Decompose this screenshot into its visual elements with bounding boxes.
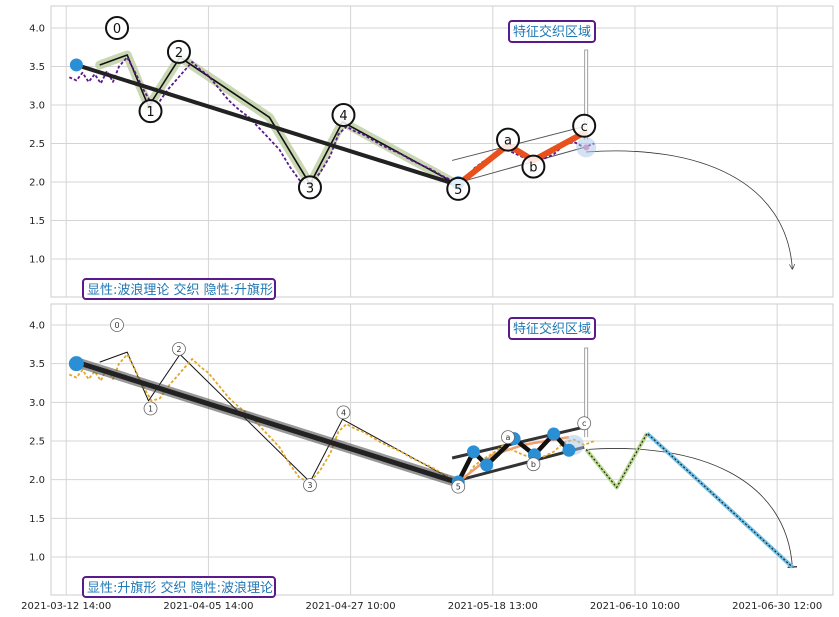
wave-label-top-5: 5	[454, 183, 462, 198]
price-series-bottom	[68, 353, 595, 483]
bottom-label-text-top: 显性:波浪理论 交织 隐性:升旗形	[87, 282, 273, 298]
wave-label-bottom-4: 4	[341, 408, 346, 417]
y-tick-label-bottom-6: 4.0	[29, 321, 45, 332]
bottom-label-bottom: 显性:升旗形 交织 隐性:波浪理论	[82, 576, 276, 598]
channel-lower-top	[452, 146, 585, 185]
wave-label-circle-bottom-0	[110, 318, 124, 332]
plot-area-bottom	[50, 303, 834, 596]
end-dot-top	[583, 144, 590, 151]
feature-box-bottom: 特征交织区域	[508, 317, 596, 340]
channel-lower-bottom	[451, 445, 585, 484]
wave-label-circle-bottom-3	[303, 478, 317, 492]
feature-box-label-bottom: 特征交织区域	[513, 321, 591, 337]
bottom-label-top: 显性:波浪理论 交织 隐性:升旗形	[82, 278, 276, 300]
wave-label-top-6: a	[504, 134, 512, 149]
wave-label-circle-bottom-1	[143, 401, 158, 416]
x-tick-label-2: 2021-04-27 10:00	[306, 601, 396, 612]
wave-label-circle-top-6	[496, 127, 521, 152]
wave-label-circle-bottom-5	[451, 479, 466, 494]
wave-label-circle-bottom-7	[526, 457, 541, 472]
wave-label-circle-top-7	[521, 154, 546, 179]
top-panel: 1.0 1.5 2.0 2.5 3.0 3.5 4.0 0 1 2 3 4 5 a b c	[29, 5, 834, 298]
wave-label-top-2: 2	[175, 46, 183, 61]
trend-line-bottom	[73, 359, 461, 486]
wave-label-bottom-6: a	[506, 433, 511, 442]
wave-label-circle-top-5	[446, 176, 471, 201]
wave-label-circle-bottom-8	[577, 416, 592, 431]
wave-label-circle-bottom-6	[501, 430, 515, 445]
x-tick-label-5: 2021-06-30 12:00	[732, 601, 822, 612]
bottom-label-text-bottom: 显性:升旗形 交织 隐性:波浪理论	[87, 580, 273, 596]
wave-label-top-0: 0	[113, 22, 121, 37]
wave-label-bottom-1: 1	[148, 405, 153, 414]
x-tick-label-0: 2021-03-12 14:00	[21, 601, 111, 612]
wave-label-bottom-0: 0	[114, 321, 119, 330]
wave-label-bottom-7: b	[531, 460, 536, 469]
flag-point-bottom-2	[466, 445, 480, 459]
y-tick-label-bottom-4: 3.0	[29, 398, 45, 409]
flag-point-bottom-0	[68, 356, 84, 372]
wave-label-circle-top-2	[166, 39, 191, 64]
wave-label-circle-top-4	[331, 103, 356, 128]
x-axis-ticks: 2021-03-12 14:00 2021-04-05 14:00 2021-04-…	[21, 601, 822, 612]
projection-path-bottom	[585, 432, 793, 568]
feature-box-label-top: 特征交织区域	[513, 24, 591, 40]
wave-label-circle-top-1	[138, 99, 163, 124]
bottom-panel: 1.0 1.5 2.0 2.5 3.0 3.5 4.0 0 1 2 3 4 5 a b c	[29, 303, 834, 596]
wave-label-circle-top-3	[297, 175, 322, 200]
wave-label-circle-bottom-4	[336, 405, 351, 420]
wave-label-bottom-8: c	[582, 419, 586, 428]
x-tick-label-1: 2021-04-05 14:00	[163, 601, 253, 612]
wave-label-circle-bottom-2	[172, 342, 186, 356]
y-tick-label-top-4: 3.0	[29, 101, 45, 112]
feature-box-top: 特征交织区域	[508, 20, 596, 43]
y-tick-label-top-6: 4.0	[29, 24, 45, 35]
y-tick-label-top-2: 2.0	[29, 178, 45, 189]
trend-line-top	[74, 62, 461, 188]
start-marker-top	[69, 58, 83, 72]
wave-label-top-1: 1	[146, 105, 154, 120]
wave-label-top-8: c	[581, 120, 588, 135]
y-tick-label-top-3: 2.5	[29, 139, 45, 150]
flag-point-bottom-6	[547, 427, 561, 441]
projection-arc-bottom	[586, 448, 798, 569]
x-tick-label-4: 2021-06-10 10:00	[590, 601, 680, 612]
y-tick-label-bottom-3: 2.5	[29, 437, 45, 448]
projection-arc-top	[586, 150, 792, 269]
wave-label-bottom-3: 3	[307, 481, 312, 490]
wave-label-top-3: 3	[306, 181, 314, 196]
wave-label-bottom-2: 2	[176, 345, 181, 354]
y-tick-label-bottom-2: 2.0	[29, 475, 45, 486]
y-tick-label-top-5: 3.5	[29, 62, 45, 73]
wave-label-top-7: b	[529, 161, 537, 176]
corrective-path-top	[455, 129, 588, 188]
flag-point-bottom-3	[480, 458, 494, 472]
y-tick-label-bottom-5: 3.5	[29, 359, 45, 370]
wave-label-bottom-5: 5	[456, 483, 461, 492]
flag-point-bottom-7	[562, 443, 576, 457]
x-tick-label-3: 2021-05-18 13:00	[448, 601, 538, 612]
wave-label-circle-top-8	[572, 113, 597, 138]
y-tick-label-top-1: 1.5	[29, 216, 45, 227]
wave-label-top-4: 4	[339, 109, 347, 124]
y-tick-label-bottom-1: 1.5	[29, 514, 45, 525]
feature-pointer-bottom	[584, 347, 589, 438]
y-tick-label-bottom-0: 1.0	[29, 553, 45, 564]
wave-label-circle-top-0	[105, 16, 130, 40]
y-tick-label-top-0: 1.0	[29, 255, 45, 266]
